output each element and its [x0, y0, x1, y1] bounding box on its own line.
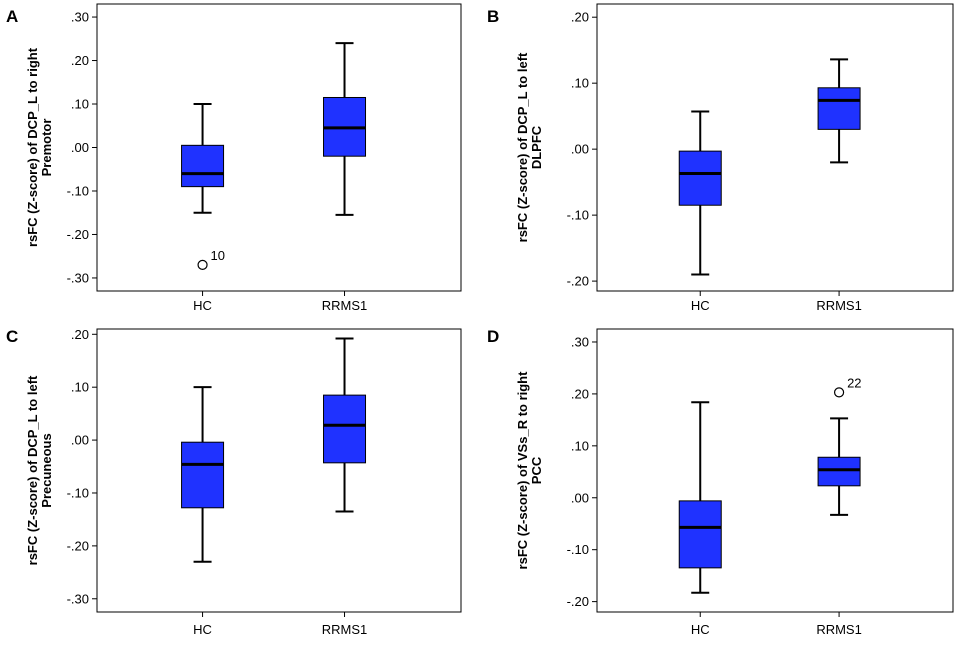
y-axis-label-line: rsFC (Z-score) of DCP_L to right [25, 47, 40, 247]
plot-frame [596, 3, 954, 292]
y-tick-label: -.10 [67, 485, 89, 500]
box-iqr [181, 144, 225, 188]
y-axis-label-line: rsFC (Z-score) of DCP_L to left [25, 375, 40, 565]
y-tick-label: -.30 [67, 591, 89, 606]
y-axis-label: rsFC (Z-score) of DCP_L to leftPrecuneou… [25, 375, 54, 565]
panel-letter: A [6, 7, 18, 26]
x-category-label: HC [691, 622, 710, 637]
box-hc: 10 [181, 103, 225, 271]
x-category-label: RRMS1 [816, 298, 862, 313]
chart-panel-a: A .30 .20 .10 .00 -.10 -.20 -.30 rsFC (Z-score) … [6, 3, 462, 313]
x-category-label: RRMS1 [816, 622, 862, 637]
outlier-label: 22 [847, 375, 861, 390]
x-category-label: HC [193, 622, 212, 637]
y-tick-label: .20 [571, 386, 589, 401]
box-iqr [181, 441, 225, 509]
outlier-point [197, 259, 208, 271]
chart-panel-d: D .30 .20 .10 .00 -.10 -.20 rsFC (Z-score) of V… [487, 327, 954, 637]
plot-frame [596, 328, 954, 613]
y-tick-label: -.20 [67, 538, 89, 553]
x-category-label: HC [691, 298, 710, 313]
y-axis-label-line: PCC [529, 456, 544, 484]
y-tick-label: -.20 [67, 227, 89, 242]
box-hc [678, 110, 722, 276]
box-iqr [678, 150, 722, 206]
box-iqr [678, 500, 722, 569]
panel-letter: C [6, 327, 18, 346]
y-axis-label-line: DLPFC [529, 125, 544, 169]
y-tick-label: -.10 [567, 542, 589, 557]
panel-letter: B [487, 7, 499, 26]
y-axis-label-line: rsFC (Z-score) of VSs_R to right [515, 371, 530, 570]
y-tick-label: .00 [571, 490, 589, 505]
box-hc [678, 401, 722, 594]
y-axis-label: rsFC (Z-score) of DCP_L to rightPremotor [25, 47, 54, 247]
y-axis-label: rsFC (Z-score) of DCP_L to leftDLPFC [515, 52, 544, 242]
y-tick-label: -.20 [567, 594, 589, 609]
chart-panel-c: C .20 .10 .00 -.10 -.20 -.30 rsFC (Z-score) of … [6, 327, 462, 637]
box-iqr [323, 394, 367, 464]
panel-letter: D [487, 327, 499, 346]
y-tick-label: .30 [71, 10, 89, 25]
box-rrms1 [323, 337, 367, 513]
outlier-label: 10 [211, 248, 225, 263]
y-tick-label: .30 [571, 334, 589, 349]
y-axis-label-line: Premotor [39, 119, 54, 177]
plot-frame [96, 328, 462, 613]
y-axis-label-line: Precuneous [39, 433, 54, 507]
y-axis-label: rsFC (Z-score) of VSs_R to rightPCC [515, 371, 544, 570]
outlier-point [833, 387, 845, 398]
box-iqr [817, 87, 861, 130]
y-tick-label: -.30 [67, 270, 89, 285]
y-tick-label: .00 [71, 433, 89, 448]
y-tick-label: .00 [71, 140, 89, 155]
y-tick-label: -.10 [67, 183, 89, 198]
x-category-label: HC [193, 298, 212, 313]
plot-frame [96, 3, 462, 292]
box-rrms1 [817, 58, 861, 164]
box-rrms1: 22 [817, 375, 862, 516]
x-category-label: RRMS1 [322, 298, 368, 313]
y-tick-label: .20 [71, 327, 89, 342]
y-tick-label: .10 [571, 76, 589, 91]
y-tick-label: -.20 [567, 274, 589, 289]
y-tick-label: .00 [571, 142, 589, 157]
y-tick-label: .20 [71, 53, 89, 68]
box-rrms1 [323, 42, 367, 216]
box-iqr [817, 456, 861, 487]
x-category-label: RRMS1 [322, 622, 368, 637]
y-tick-label: .20 [571, 10, 589, 25]
y-tick-label: -.10 [567, 208, 589, 223]
y-tick-label: .10 [571, 438, 589, 453]
y-tick-label: .10 [71, 380, 89, 395]
y-axis-label-line: rsFC (Z-score) of DCP_L to left [515, 52, 530, 242]
chart-panel-b: B .20 .10 .00 -.10 -.20 rsFC (Z-score) of DCP_… [487, 3, 954, 313]
y-tick-label: .10 [71, 97, 89, 112]
box-hc [181, 386, 225, 563]
